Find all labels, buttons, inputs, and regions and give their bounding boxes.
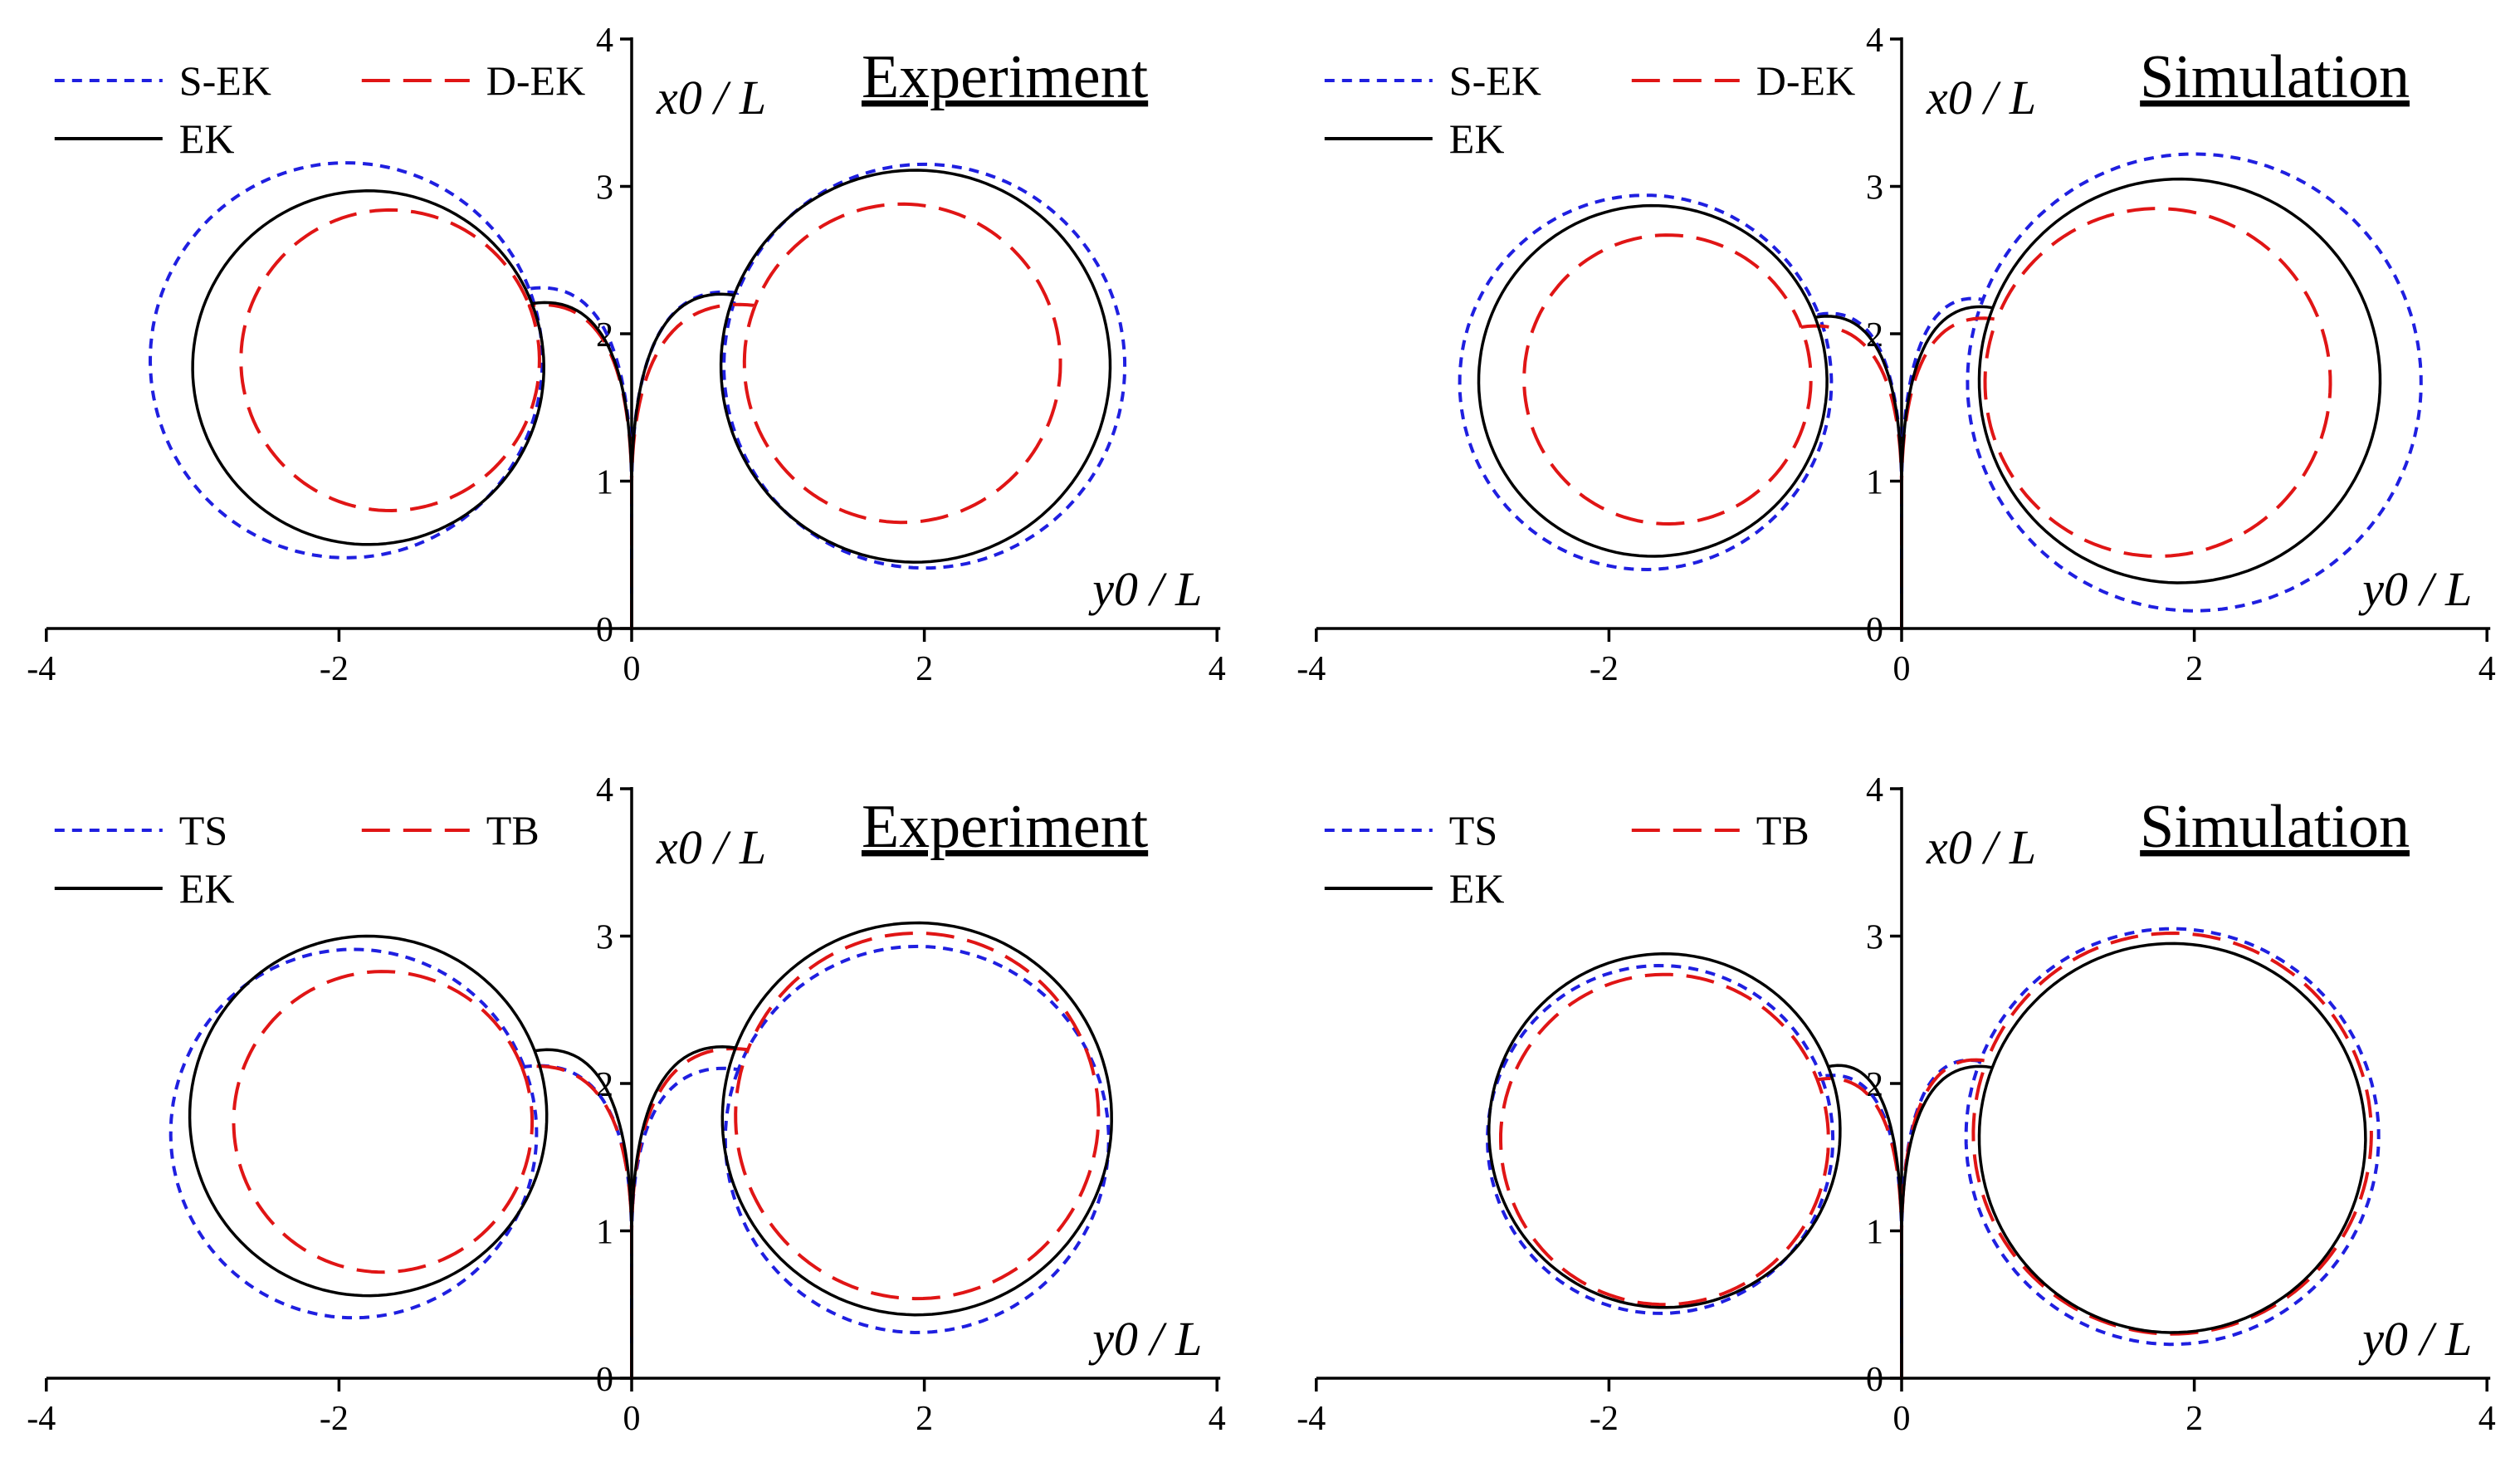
series-d-ek-loop-right	[630, 202, 1062, 629]
y-tick-label: 4	[1866, 22, 1883, 60]
y-tick-label: 0	[1866, 611, 1883, 649]
x-axis-title: y0 / L	[1088, 562, 1202, 616]
series-ts-loop-right	[630, 944, 1111, 1378]
x-tick-label: 2	[916, 1400, 933, 1438]
series-ts-loop-left	[1486, 964, 1903, 1378]
x-tick-label: 4	[1209, 1400, 1226, 1438]
series-tb-loop-left	[232, 970, 633, 1378]
panel-title: Experiment	[862, 43, 1149, 111]
y-tick-label: 1	[1866, 1214, 1883, 1252]
panel-title: Simulation	[2140, 793, 2410, 861]
x-tick-label: -4	[1297, 1400, 1326, 1438]
y-tick-label: 1	[596, 464, 613, 502]
x-tick-label: 0	[1893, 650, 1911, 688]
y-tick-label: 3	[1866, 919, 1883, 957]
legend-label-ts: TS	[179, 807, 227, 853]
legend-label-ek: EK	[179, 115, 235, 162]
y-axis-title: x0 / L	[656, 71, 766, 125]
series-ts-loop-right	[1900, 927, 2381, 1378]
legend-label-ek: EK	[1449, 115, 1505, 162]
series-s-ek-loop-left	[1458, 193, 1903, 629]
series-ek-loop-right	[1900, 942, 2367, 1378]
legend-label-s-ek: S-EK	[179, 57, 271, 104]
x-tick-label: 2	[916, 650, 933, 688]
x-tick-label: 0	[1893, 1400, 1911, 1438]
y-tick-label: 4	[596, 771, 613, 809]
series-ek-loop-left	[188, 934, 633, 1378]
x-tick-label: 4	[1209, 650, 1226, 688]
y-tick-label: 0	[596, 1361, 613, 1399]
panel-title: Experiment	[862, 793, 1149, 861]
series-tb-loop-right	[1900, 932, 2373, 1378]
legend-label-ek: EK	[1449, 865, 1505, 912]
legend-label-tb: TB	[1756, 807, 1809, 853]
legend-label-tb: TB	[486, 807, 540, 853]
x-tick-label: -2	[1590, 650, 1619, 688]
legend-label-d-ek: D-EK	[1756, 57, 1855, 104]
legend-label-s-ek: S-EK	[1449, 57, 1541, 104]
series-s-ek-loop-left	[149, 161, 633, 629]
y-tick-label: 4	[596, 22, 613, 60]
x-tick-label: 0	[623, 1400, 641, 1438]
x-tick-label: -2	[320, 1400, 349, 1438]
series-ek-loop-right	[630, 921, 1113, 1378]
series-d-ek-loop-left	[239, 208, 633, 629]
series-s-ek-loop-right	[1900, 152, 2423, 629]
y-axis-title: x0 / L	[1926, 71, 2036, 125]
series-ek-loop-left	[191, 189, 633, 629]
y-axis-title: x0 / L	[656, 820, 766, 874]
legend-label-d-ek: D-EK	[486, 57, 585, 104]
x-tick-label: 4	[2478, 650, 2496, 688]
y-tick-label: 3	[596, 169, 613, 208]
x-tick-label: -4	[27, 650, 56, 688]
x-tick-label: 4	[2478, 1400, 2496, 1438]
series-ek-loop-left	[1477, 203, 1903, 629]
y-axis-title: x0 / L	[1926, 820, 2036, 874]
y-tick-label: 0	[1866, 1361, 1883, 1399]
series-ts-loop-left	[168, 947, 633, 1378]
y-tick-label: 0	[596, 611, 613, 649]
series-ek-loop-right	[1900, 177, 2382, 629]
panel-title: Simulation	[2140, 43, 2410, 111]
x-tick-label: 2	[2185, 650, 2203, 688]
series-d-ek-loop-right	[1900, 207, 2332, 629]
x-tick-label: 0	[623, 650, 641, 688]
x-tick-label: -2	[320, 650, 349, 688]
x-tick-label: -2	[1590, 1400, 1619, 1438]
legend-label-ts: TS	[1449, 807, 1497, 853]
series-ek-loop-right	[630, 169, 1112, 629]
series-ek-loop-left	[1487, 952, 1903, 1378]
x-axis-title: y0 / L	[2358, 1312, 2472, 1366]
series-tb-loop-right	[630, 932, 1101, 1378]
x-tick-label: 2	[2185, 1400, 2203, 1438]
y-tick-label: 4	[1866, 771, 1883, 809]
y-tick-label: 3	[596, 919, 613, 957]
y-tick-label: 1	[596, 1214, 613, 1252]
x-tick-label: -4	[1297, 650, 1326, 688]
legend-label-ek: EK	[179, 865, 235, 912]
x-tick-label: -4	[27, 1400, 56, 1438]
x-axis-title: y0 / L	[1088, 1312, 1202, 1366]
series-d-ek-loop-left	[1522, 233, 1903, 629]
y-tick-label: 3	[1866, 169, 1883, 208]
x-axis-title: y0 / L	[2358, 562, 2472, 616]
series-tb-loop-left	[1499, 972, 1903, 1378]
y-tick-label: 1	[1866, 464, 1883, 502]
